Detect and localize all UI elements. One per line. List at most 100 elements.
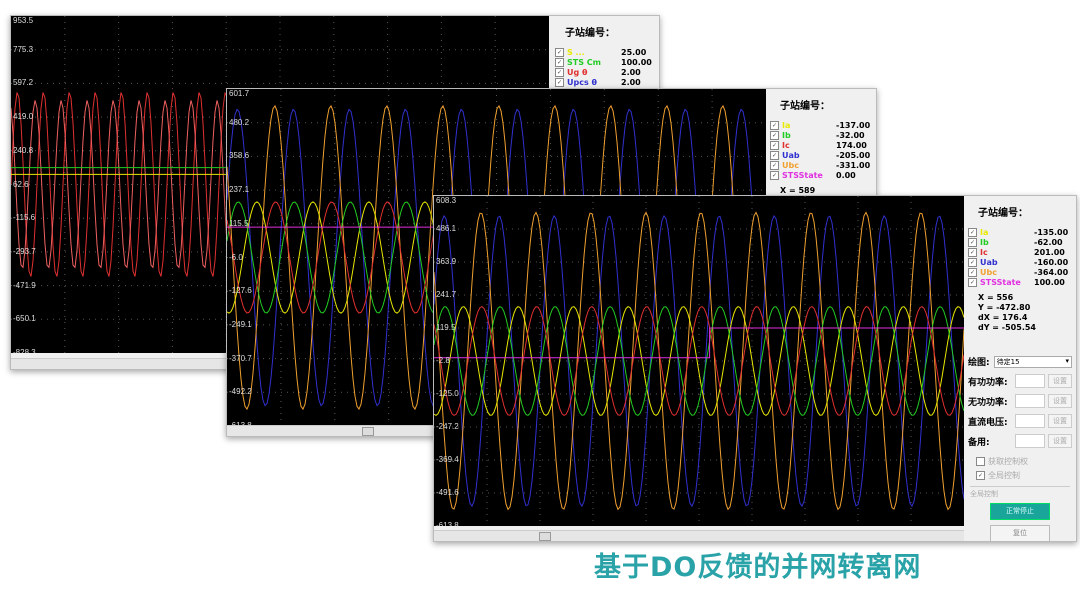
- stop-button[interactable]: 正常停止: [990, 503, 1050, 520]
- reset-button[interactable]: 复位: [990, 525, 1050, 542]
- y-tick-label: 241.7: [436, 290, 457, 299]
- channel-checkbox[interactable]: ✓: [770, 140, 779, 150]
- set-button[interactable]: 设置: [1048, 394, 1072, 408]
- channel-checkbox[interactable]: ✓: [770, 170, 779, 180]
- channel-value: 0.00: [836, 170, 856, 180]
- spare-input[interactable]: [1015, 434, 1045, 448]
- y-tick-label: 419.0: [13, 112, 34, 122]
- set-button[interactable]: 设置: [1048, 434, 1072, 448]
- horizontal-scrollbar[interactable]: [434, 530, 964, 541]
- y-tick-label: -491.6: [436, 488, 459, 497]
- channel-name: STSState: [782, 170, 823, 180]
- channel-row: ✓ STSState 100.00: [968, 277, 1072, 287]
- waveform-ic: [434, 306, 964, 416]
- channel-checkbox[interactable]: ✓: [555, 67, 564, 77]
- channel-checkbox[interactable]: ✓: [968, 277, 977, 287]
- scroll-thumb[interactable]: [362, 427, 374, 436]
- channel-name: Upcs θ: [567, 77, 598, 87]
- y-tick-label: -249.1: [229, 319, 252, 329]
- waveform-plot-3: 608.3 486.1 363.9 241.7 119.5 -2.8 -125.0 -247.…: [434, 196, 964, 526]
- channel-checkbox[interactable]: ✓: [968, 257, 977, 267]
- dropdown-arrow-icon: ▾: [1065, 356, 1069, 365]
- channel-value: 2.00: [621, 77, 641, 87]
- channel-value: -32.00: [836, 130, 865, 140]
- plot-select[interactable]: 待定15 ▾: [993, 355, 1072, 368]
- channel-row: ✓ Ib -62.00: [968, 237, 1072, 247]
- y-tick-label: -492.2: [229, 387, 252, 397]
- plot-label: 绘图:: [968, 358, 990, 368]
- cursor-x: X = 589: [780, 186, 816, 195]
- channel-value: 201.00: [1034, 247, 1065, 257]
- cursor-readout: X = 556 Y = -472.80 dX = 176.4 dY = -505…: [978, 293, 1072, 333]
- y-tick-label: -125.0: [436, 389, 459, 398]
- panel-title: 子站编号：: [780, 101, 830, 112]
- channel-row: ✓ Ia -137.00: [770, 120, 872, 130]
- y-tick-label: -247.2: [436, 422, 459, 431]
- channel-checkbox[interactable]: ✓: [555, 57, 564, 67]
- y-tick-label: 237.1: [229, 185, 250, 195]
- y-tick-label: 597.2: [13, 78, 34, 88]
- y-tick-label: -650.1: [13, 314, 36, 324]
- channel-checkbox[interactable]: ✓: [968, 237, 977, 247]
- channel-checkbox[interactable]: ✓: [770, 120, 779, 130]
- global-control-checkbox[interactable]: ✓ 全局控制: [976, 470, 1020, 480]
- get-control-checkbox[interactable]: 获取控制权: [976, 454, 1072, 468]
- channel-row: ✓ Ug θ 2.00: [555, 67, 655, 77]
- control-panel: 子站编号： ✓ Ia -135.00 ✓ Ib -62.00 ✓ Ic 201.00 ✓ Uab -1…: [964, 196, 1076, 542]
- y-tick-label: 953.5: [13, 16, 34, 25]
- channel-name: Ia: [980, 227, 989, 237]
- channel-value: 100.00: [1034, 277, 1065, 287]
- channel-value: -62.00: [1034, 237, 1063, 247]
- panel-title: 子站编号：: [565, 28, 615, 39]
- y-tick-label: -471.9: [13, 280, 36, 290]
- y-tick-label: 608.3: [436, 196, 457, 205]
- waveform-uab: [434, 214, 964, 508]
- y-tick-label: -293.7: [13, 246, 36, 256]
- y-tick-label: 775.3: [13, 44, 34, 54]
- set-button[interactable]: 设置: [1048, 374, 1072, 388]
- channel-checkbox[interactable]: ✓: [770, 130, 779, 140]
- channel-checkbox[interactable]: ✓: [770, 160, 779, 170]
- channel-name: Ic: [980, 247, 988, 257]
- channel-value: 25.00: [621, 47, 647, 57]
- active-power-input[interactable]: [1015, 374, 1045, 388]
- y-tick-label: -2.8: [436, 356, 450, 365]
- y-tick-label: 119.5: [436, 323, 456, 332]
- channel-value: -160.00: [1034, 257, 1069, 267]
- panel-title: 子站编号：: [978, 208, 1028, 219]
- channel-checkbox[interactable]: ✓: [968, 247, 977, 257]
- dc-voltage-input[interactable]: [1015, 414, 1045, 428]
- channel-checkbox[interactable]: ✓: [968, 267, 977, 277]
- channel-checkbox[interactable]: ✓: [555, 47, 564, 57]
- channel-checkbox[interactable]: ✓: [968, 227, 977, 237]
- channel-row: ✓ Ib -32.00: [770, 130, 872, 140]
- channel-checkbox[interactable]: ✓: [770, 150, 779, 160]
- dc-voltage-label: 直流电压:: [968, 417, 1008, 428]
- channel-value: -205.00: [836, 150, 871, 160]
- scroll-thumb[interactable]: [539, 532, 551, 541]
- y-tick-label: -613.8: [229, 421, 252, 426]
- cursor-dx: dX = 176.4: [978, 313, 1028, 322]
- channel-name: Uab: [782, 150, 800, 160]
- channel-name: STS Cm: [567, 57, 601, 67]
- channel-name: Ic: [782, 140, 790, 150]
- y-tick-label: -115.6: [13, 213, 36, 223]
- channel-name: STSState: [980, 277, 1021, 287]
- global-control-label: 全局控制: [988, 470, 1020, 480]
- channel-row: ✓ STS Cm 100.00: [555, 57, 655, 67]
- waveform-ia: [434, 306, 964, 417]
- y-tick-label: 115.5: [229, 218, 249, 228]
- reactive-power-input[interactable]: [1015, 394, 1045, 408]
- channel-row: ✓ Ia -135.00: [968, 227, 1072, 237]
- channel-name: Uab: [980, 257, 998, 267]
- set-button[interactable]: 设置: [1048, 414, 1072, 428]
- channel-row: ✓ Ic 201.00: [968, 247, 1072, 257]
- channel-name: Ib: [782, 130, 791, 140]
- spare-label: 备用:: [968, 437, 990, 448]
- cursor-y: Y = -472.80: [978, 303, 1031, 312]
- scope-window-3: 608.3 486.1 363.9 241.7 119.5 -2.8 -125.0 -247.…: [433, 195, 1077, 542]
- channel-value: -135.00: [1034, 227, 1069, 237]
- group-label: 全局控制: [970, 490, 998, 498]
- waveform-ib: [434, 305, 964, 416]
- channel-checkbox[interactable]: ✓: [555, 77, 564, 87]
